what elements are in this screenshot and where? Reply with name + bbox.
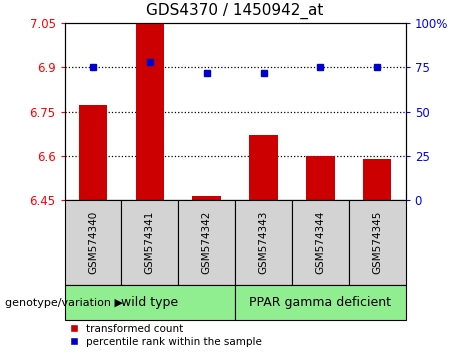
- Text: wild type: wild type: [121, 296, 178, 309]
- Bar: [121, 200, 178, 285]
- Text: GSM574341: GSM574341: [145, 211, 155, 274]
- Bar: [292, 200, 349, 285]
- Title: GDS4370 / 1450942_at: GDS4370 / 1450942_at: [147, 3, 324, 19]
- Bar: [306, 156, 335, 200]
- Legend: transformed count, percentile rank within the sample: transformed count, percentile rank withi…: [70, 324, 262, 347]
- Bar: [65, 285, 235, 320]
- Text: genotype/variation ▶: genotype/variation ▶: [5, 298, 123, 308]
- Bar: [349, 200, 406, 285]
- Bar: [65, 200, 121, 285]
- Text: GSM574343: GSM574343: [259, 211, 269, 274]
- Text: GSM574344: GSM574344: [315, 211, 325, 274]
- Text: GSM574342: GSM574342: [201, 211, 212, 274]
- Bar: [79, 105, 107, 200]
- Text: GSM574340: GSM574340: [88, 211, 98, 274]
- Bar: [363, 159, 391, 200]
- Bar: [249, 135, 278, 200]
- Bar: [235, 285, 406, 320]
- Text: PPAR gamma deficient: PPAR gamma deficient: [249, 296, 391, 309]
- Text: GSM574345: GSM574345: [372, 211, 382, 274]
- Bar: [235, 200, 292, 285]
- Bar: [178, 200, 235, 285]
- Bar: [136, 23, 164, 200]
- Bar: [193, 196, 221, 200]
